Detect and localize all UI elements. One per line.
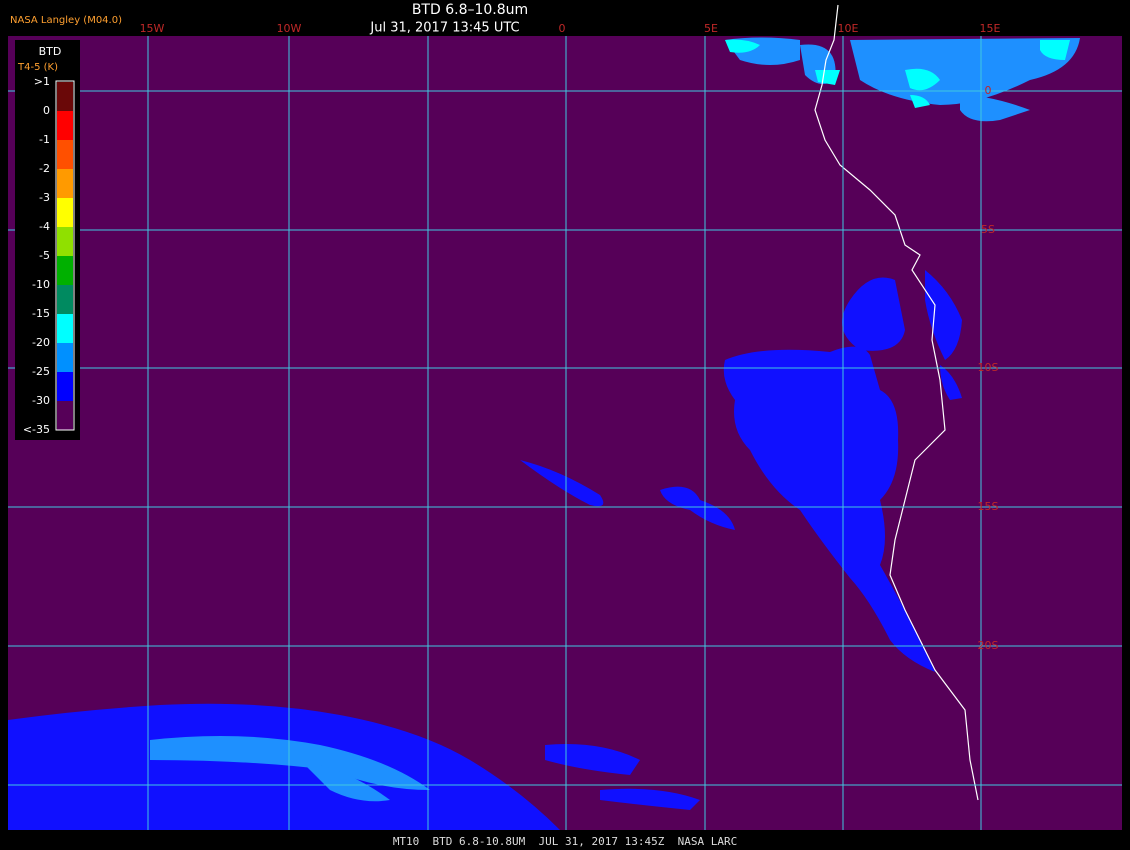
legend-label: -30 [32,394,50,407]
legend-swatch [57,343,73,372]
legend-label: -1 [39,133,50,146]
latitude-label: 15S [978,500,999,513]
longitude-label: 0 [559,22,566,35]
map-area [8,36,1122,830]
legend-swatch [57,256,73,285]
legend-label: -5 [39,249,50,262]
legend-label: -3 [39,191,50,204]
legend-swatch [57,198,73,227]
title: BTD 6.8–10.8um [412,2,528,18]
legend-swatch [57,314,73,343]
longitude-label: 10E [838,22,859,35]
cold-cloud-regions [725,39,1070,108]
legend-swatch [57,169,73,198]
legend-frame [55,80,75,431]
coastline [814,4,979,801]
legend-swatch [57,372,73,401]
legend-unit: T4-5 (K) [17,62,58,73]
legend-label: <-35 [23,423,50,436]
thin-cloud-regions [150,37,1080,802]
legend-label: -15 [32,307,50,320]
source-label: NASA Langley (M04.0) [10,15,122,26]
legend-label: -2 [39,162,50,175]
timestamp: Jul 31, 2017 13:45 UTC [369,21,519,36]
latitude-label: 20S [978,639,999,652]
legend-swatch [57,111,73,140]
longitude-label: 15W [140,22,165,35]
legend-swatch [57,82,73,111]
legend-swatch [57,140,73,169]
latitude-label: 5S [981,223,995,236]
legend-label: -20 [32,336,50,349]
legend-label: -10 [32,278,50,291]
latitude-label: 10S [978,361,999,374]
cloud-regions [8,270,962,830]
legend-label: -25 [32,365,50,378]
longitude-label: 10W [277,22,302,35]
latitude-label: 0 [985,84,992,97]
graticule [8,36,1122,830]
footer: MT10 BTD 6.8-10.8UM JUL 31, 2017 13:45Z … [393,835,737,848]
legend-swatch [57,227,73,256]
legend-label: -4 [39,220,50,233]
legend-title: BTD [39,45,62,58]
longitude-label: 5E [704,22,718,35]
longitude-label: 15E [980,22,1001,35]
legend-label: >1 [34,75,50,88]
legend-label: 0 [43,104,50,117]
legend-swatch [57,401,73,430]
legend-swatch [57,285,73,314]
